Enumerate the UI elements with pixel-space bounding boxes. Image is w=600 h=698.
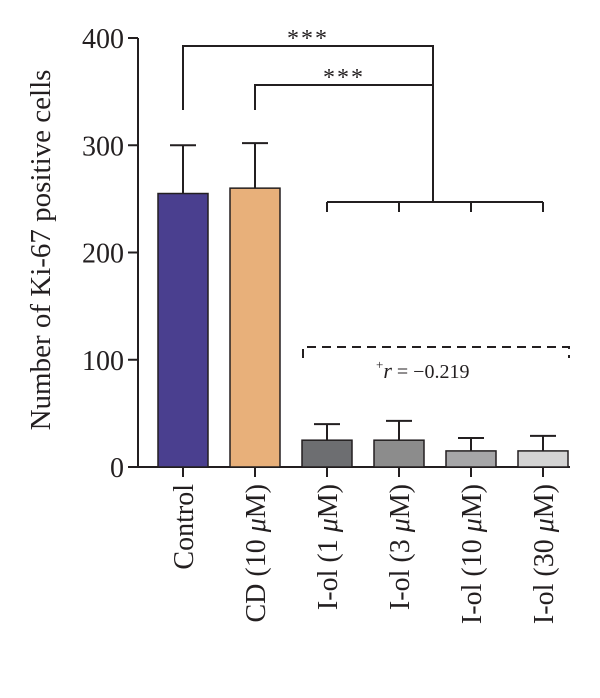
x-tick-label: I-ol (30 μM): [529, 484, 560, 624]
bar: [301, 439, 353, 468]
x-tick-label: I-ol (1 μM): [313, 484, 344, 610]
bar: [517, 450, 569, 468]
x-tick-label: Control: [169, 484, 200, 570]
y-tick-label: 0: [110, 453, 124, 484]
correlation-label: +r = −0.219: [376, 357, 469, 383]
y-tick-label: 300: [82, 131, 124, 162]
trend-bracket: [302, 346, 570, 358]
x-tick-label: I-ol (3 μM): [385, 484, 416, 610]
significance-bracket-cd: [254, 84, 433, 110]
bar: [445, 450, 497, 468]
x-tick-label: CD (10 μM): [241, 484, 272, 623]
bar: [373, 439, 425, 468]
plot-area: 0 100 200 300 400 Control CD (10 μM) I-ol (1 μM…: [82, 24, 570, 624]
y-tick-label: 200: [82, 239, 124, 270]
significance-bracket-control: [182, 45, 434, 202]
y-axis-title-group: Number of Ki-67 positive cells: [25, 70, 57, 431]
y-tick-label: 400: [82, 24, 124, 55]
significance-label-cd: ***: [323, 65, 365, 91]
x-tick-label: I-ol (10 μM): [457, 484, 488, 624]
significance-label-control: ***: [287, 26, 329, 52]
bar: [229, 187, 281, 468]
y-axis-title: Number of Ki-67 positive cells: [25, 70, 57, 431]
y-tick-label: 100: [82, 346, 124, 377]
bar: [157, 192, 209, 468]
